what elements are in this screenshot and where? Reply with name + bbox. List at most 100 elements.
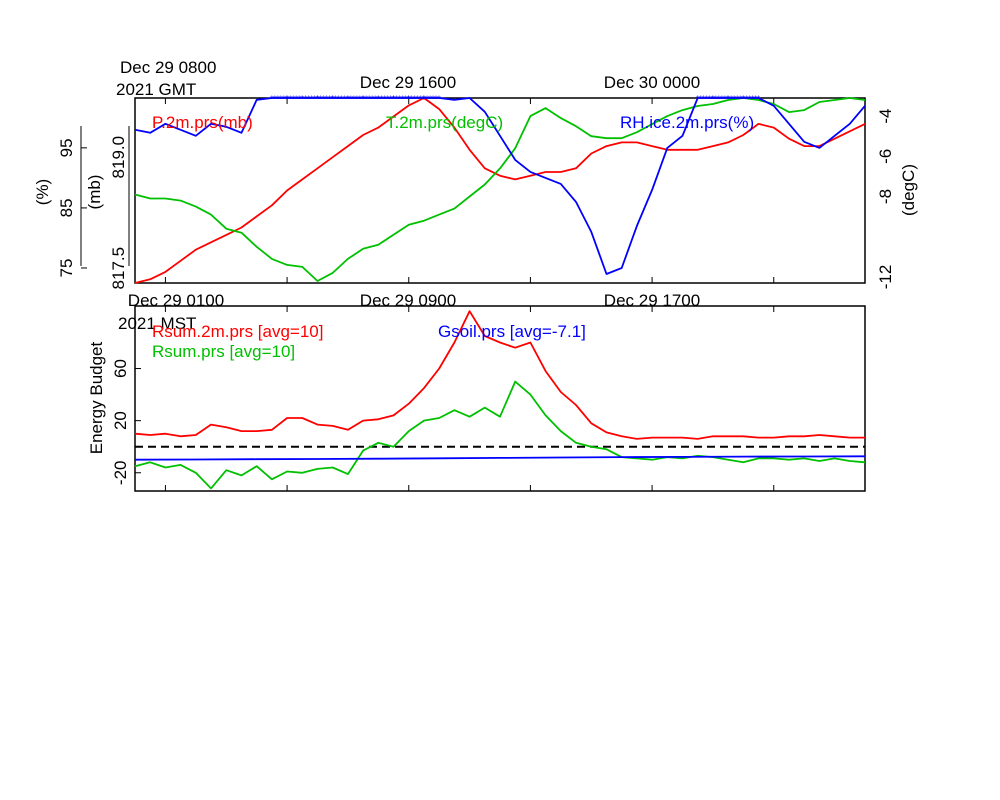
rh-saturation-marker: *: [395, 94, 399, 104]
rh-saturation-marker: *: [380, 94, 384, 104]
temperature-axis-label: -6: [876, 149, 895, 164]
pressure-axis-ticks: 817.5 819.0: [109, 136, 128, 290]
rh-saturation-marker: *: [334, 94, 338, 104]
rh-saturation-marker: *: [711, 94, 715, 104]
top-panel: Dec 29 0800 2021 GMT Dec 29 1600 Dec 30 …: [33, 58, 918, 289]
temperature-axis-label: -12: [876, 265, 895, 290]
rh-saturation-marker: *: [422, 94, 426, 104]
rh-saturation-marker: *: [325, 94, 329, 104]
rh-saturation-marker: *: [741, 94, 745, 104]
rh-saturation-marker: *: [340, 94, 344, 104]
rh-saturation-marker: *: [376, 94, 380, 104]
rh-saturation-marker: *: [300, 94, 304, 104]
rh-saturation-marker: *: [404, 94, 408, 104]
top-plot-area: * * * * * ** * * * * ** * * * * ** * * * * ** * * * * ** * * * * ** * * *…: [134, 94, 866, 284]
rh-saturation-marker: *: [367, 94, 371, 104]
rh-saturation-marker: *: [714, 94, 718, 104]
rh-saturation-marker: *: [346, 94, 350, 104]
top-start-year-zone: 2021 GMT: [116, 80, 196, 99]
rh-saturation-marker: *: [301, 94, 305, 104]
rh-saturation-marker: *: [754, 94, 758, 104]
rh-saturation-marker: *: [702, 94, 706, 104]
rh-saturation-marker: *: [437, 94, 441, 104]
rh-saturation-marker: *: [270, 94, 274, 104]
rh-saturation-marker: *: [361, 94, 365, 104]
rh-saturation-marker: *: [316, 94, 320, 104]
rh-saturation-marker: *: [386, 94, 390, 104]
rh-saturation-marker: *: [389, 94, 393, 104]
rh-saturation-marker: *: [373, 94, 377, 104]
rh-saturation-marker: *: [361, 94, 365, 104]
bottom-time-label-0: Dec 29 0100: [128, 291, 224, 310]
rh-saturation-marker: *: [410, 94, 414, 104]
rh-saturation-marker: *: [732, 94, 736, 104]
rh-saturation-marker: *: [751, 94, 755, 104]
rh-saturation-marker: *: [717, 94, 721, 104]
rh-saturation-marker: *: [419, 94, 423, 104]
rh-saturation-marker: *: [708, 94, 712, 104]
top-x-ticks: [164, 98, 775, 283]
bottom-legend-gsoil: Gsoil.prs [avg=-7.1]: [438, 322, 586, 341]
rh-saturation-marker: *: [349, 94, 353, 104]
rh-saturation-marker: *: [307, 94, 311, 104]
rh-saturation-marker: *: [285, 94, 289, 104]
rh-saturation-marker: *: [407, 94, 411, 104]
rh-saturation-marker: *: [416, 94, 420, 104]
series-line-gsoil-prs-avg-7-1: [134, 455, 866, 461]
rh-saturation-marker: *: [742, 94, 746, 104]
energy-axis-ticks: -20 20 60: [111, 359, 141, 485]
rh-saturation-marker: *: [343, 94, 347, 104]
top-time-label-2: Dec 30 0000: [604, 73, 700, 92]
energy-axis-label: 60: [111, 359, 130, 378]
rh-saturation-marker: *: [392, 94, 396, 104]
bottom-series-group: [134, 310, 866, 490]
bottom-panel: Dec 29 0100 Dec 29 0900 Dec 29 1700 -202…: [87, 291, 866, 492]
bottom-x-ticks: [164, 306, 775, 491]
rh-saturation-marker: *: [285, 94, 289, 104]
rh-saturation-marker: *: [319, 94, 323, 104]
temperature-axis-ticks: -4 -6 -8 -12: [876, 109, 895, 290]
temperature-axis-label: -4: [876, 109, 895, 124]
bottom-plot-frame: [134, 305, 866, 492]
top-start-date: Dec 29 0800: [120, 58, 216, 77]
bottom-legend-rsum: Rsum.prs [avg=10]: [152, 342, 295, 361]
rh-saturation-marker: *: [413, 94, 417, 104]
temperature-axis-label: -8: [876, 189, 895, 204]
rh-saturation-marker: *: [699, 94, 703, 104]
rh-saturation-marker: *: [720, 94, 724, 104]
top-plot-frame: [134, 97, 866, 284]
series-line-rsum-2m-prs-avg-10: [134, 310, 865, 440]
top-legend-rh: RH.ice.2m.prs(%): [620, 113, 754, 132]
rh-saturation-marker: *: [726, 94, 730, 104]
rh-saturation-marker: *: [431, 94, 435, 104]
rh-saturation-marker: *: [745, 94, 749, 104]
rh-saturation-marker: *: [407, 94, 411, 104]
rh-saturation-marker: *: [346, 94, 350, 104]
rh-axis-ticks: 75 85 95: [57, 138, 87, 277]
rh-axis-label: 95: [57, 138, 76, 157]
rh-saturation-marker: *: [383, 94, 387, 104]
rh-saturation-marker: *: [422, 94, 426, 104]
rh-saturation-marker: *: [288, 94, 292, 104]
rh-saturation-marker: *: [434, 94, 438, 104]
rh-saturation-marker: *: [291, 94, 295, 104]
rh-saturation-marker: *: [322, 94, 326, 104]
energy-axis-label: 20: [111, 411, 130, 430]
rh-saturation-marker: *: [398, 94, 402, 104]
pressure-axis-label: 817.5: [109, 247, 128, 290]
pressure-axis: 817.5 819.0 (mb): [85, 126, 130, 290]
rh-axis: 75 85 95 (%): [33, 126, 87, 277]
rh-saturation-marker: *: [364, 94, 368, 104]
rh-saturation-marker: *: [316, 94, 320, 104]
series-line-rh-ice-2m-prs: [134, 97, 866, 275]
rh-saturation-marker: *: [723, 94, 727, 104]
rh-saturation-marker: *: [738, 94, 742, 104]
rh-axis-label: 75: [57, 259, 76, 278]
bottom-plot-area: -20 20 60: [111, 305, 866, 492]
rh-saturation-marker: *: [310, 94, 314, 104]
rh-saturation-marker: *: [273, 94, 277, 104]
series-line-rsum-prs-avg-10: [134, 380, 866, 490]
rh-axis-label: 85: [57, 198, 76, 217]
rh-saturation-marker: *: [729, 94, 733, 104]
